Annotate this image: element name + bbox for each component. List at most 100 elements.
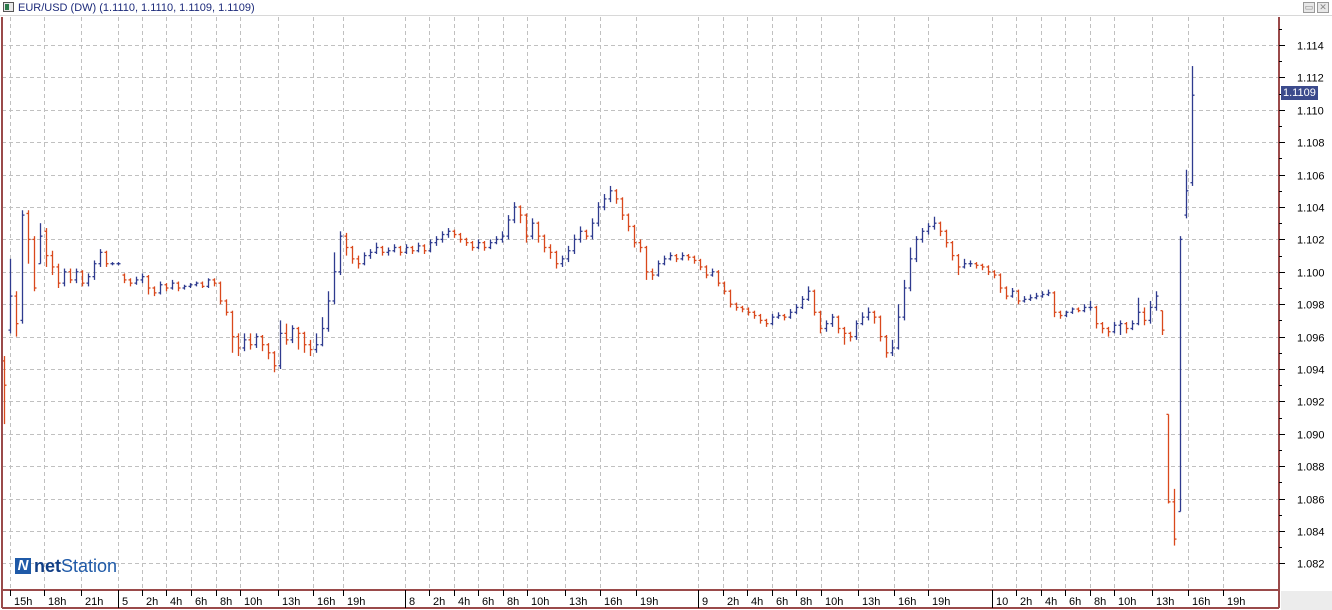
ohlc-bar (800, 296, 805, 310)
ohlc-bar (308, 339, 313, 357)
ohlc-bar (758, 313, 763, 324)
y-tick-label: 1.084 (1297, 527, 1325, 539)
ohlc-bar (194, 281, 199, 287)
ohlc-bar (1166, 413, 1171, 504)
minimize-button[interactable]: ▭ (1303, 2, 1315, 13)
ohlc-bar (644, 245, 649, 280)
window-titlebar: EUR/USD (DW) (1.1110, 1.1110, 1.1109, 1.… (0, 0, 1332, 16)
ohlc-bar (404, 244, 409, 254)
y-tick-label: 1.104 (1297, 203, 1325, 215)
x-tick-label: 6h (482, 596, 494, 608)
ohlc-bar (908, 247, 913, 292)
ohlc-bar (206, 278, 211, 288)
x-tick-label: 8 (409, 596, 415, 608)
grid (2, 17, 1279, 590)
ohlc-bar (668, 252, 673, 261)
ohlc-bar (392, 244, 397, 253)
ohlc-bar (362, 252, 367, 266)
ohlc-bar (518, 205, 523, 224)
x-tick-label: 6h (1069, 596, 1081, 608)
ohlc-bar (986, 265, 991, 276)
ohlc-bar (170, 279, 175, 290)
ohlc-bar (734, 302, 739, 311)
ohlc-bar (974, 262, 979, 269)
ohlc-bar (716, 270, 721, 287)
y-tick-label: 1.100 (1297, 268, 1325, 280)
ohlc-bar (512, 202, 517, 224)
ohlc-bar (776, 312, 781, 319)
ohlc-bar (1070, 307, 1075, 314)
ohlc-bar (188, 283, 193, 288)
y-tick-label: 1.088 (1297, 462, 1325, 474)
ohlc-bar (38, 223, 43, 265)
ohlc-bar (1118, 320, 1123, 335)
ohlc-bar (176, 281, 181, 292)
ohlc-bar (2, 356, 7, 425)
ohlc-bar (302, 331, 307, 353)
ohlc-bar (14, 291, 19, 337)
chart-window-icon (3, 2, 14, 12)
ohlc-bar (164, 283, 169, 292)
ohlc-bar (944, 229, 949, 248)
ohlc-bar (416, 242, 421, 253)
x-tick-label: 18h (48, 596, 66, 608)
x-tick-label: 2h (433, 596, 445, 608)
ohlc-bar (254, 333, 259, 348)
ohlc-bar (926, 223, 931, 235)
x-axis: 15h 18h 21h 5 2h 4h 6h 8h 10h 13h 16h 19h 8 2h 4h 6h 8h 1… (10, 590, 1245, 608)
ohlc-bar (740, 305, 745, 313)
ohlc-bars (2, 66, 1195, 546)
ohlc-bar (770, 313, 775, 326)
y-tick-label: 1.102 (1297, 235, 1325, 247)
ohlc-bar (746, 307, 751, 316)
close-button[interactable]: ✕ (1317, 2, 1329, 13)
ohlc-bar (410, 245, 415, 254)
ohlc-bar (818, 310, 823, 334)
x-tick-label: 8h (800, 596, 812, 608)
ohlc-bar (494, 236, 499, 245)
ohlc-bar (788, 309, 793, 319)
ohlc-bar (1076, 307, 1081, 313)
ohlc-bar (368, 249, 373, 259)
ohlc-bar (902, 279, 907, 321)
y-tick-label: 1.110 (1297, 106, 1324, 118)
ohlc-bar (224, 299, 229, 316)
ohlc-bar (536, 221, 541, 243)
ohlc-bar (860, 312, 865, 326)
ohlc-bar (134, 276, 139, 285)
ohlc-bar (542, 234, 547, 253)
ohlc-bar (32, 236, 37, 292)
ohlc-bar (554, 250, 559, 269)
ohlc-bar (764, 318, 769, 327)
y-tick-label: 1.108 (1297, 138, 1325, 150)
ohlc-bar (440, 231, 445, 243)
ohlc-bar (752, 310, 757, 319)
y-tick-label: 1.086 (1297, 495, 1325, 507)
y-tick-label: 1.106 (1297, 171, 1325, 183)
ohlc-bar (704, 265, 709, 279)
ohlc-bar (950, 241, 955, 261)
logo-mark-icon: N (15, 558, 31, 574)
ohlc-bar (110, 262, 115, 266)
ohlc-bar (146, 275, 151, 295)
ohlc-bar (728, 289, 733, 308)
ohlc-bar (914, 236, 919, 263)
ohlc-bar (398, 245, 403, 256)
ohlc-bar (212, 278, 217, 287)
ohlc-bar (830, 313, 835, 327)
ohlc-bar (848, 331, 853, 342)
x-tick-label: 10h (531, 596, 549, 608)
ohlc-bar (1142, 307, 1147, 326)
ohlc-bar (470, 241, 475, 251)
ohlc-bar (278, 320, 283, 369)
ohlc-bar (584, 229, 589, 240)
ohlc-bar (452, 229, 457, 238)
ohlc-bar (152, 286, 157, 297)
x-tick-label: 4h (170, 596, 182, 608)
ohlc-bar (842, 326, 847, 345)
ohlc-bar (284, 323, 289, 345)
ohlc-bar (1034, 292, 1039, 300)
x-tick-label: 2h (146, 596, 158, 608)
ohlc-bar (1058, 310, 1063, 319)
